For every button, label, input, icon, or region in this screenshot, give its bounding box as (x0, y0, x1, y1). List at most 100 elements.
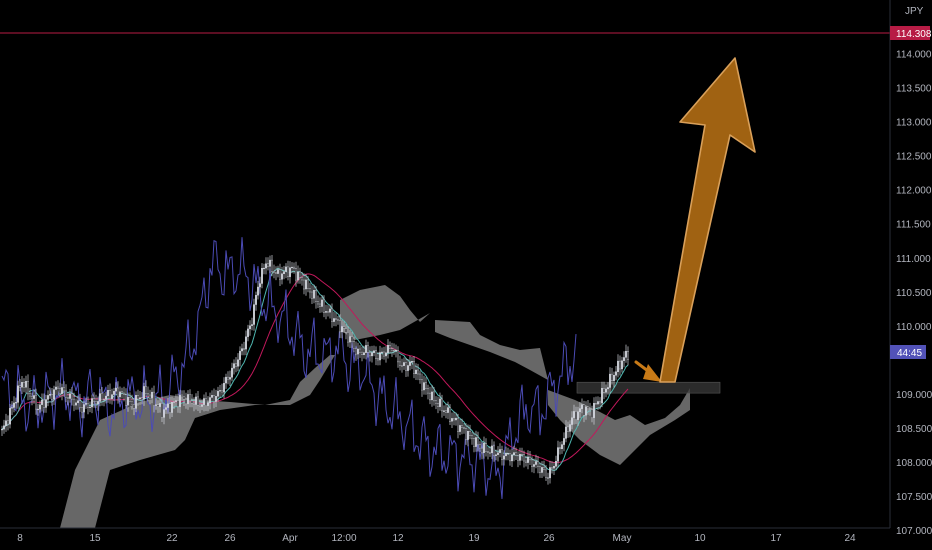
candle (489, 446, 491, 457)
candle (177, 393, 179, 413)
candle (217, 386, 219, 402)
candle (333, 311, 335, 327)
candle (161, 396, 163, 422)
candle (65, 384, 67, 403)
candle (553, 462, 555, 475)
candle (195, 393, 197, 410)
time-tick-label: Apr (282, 533, 298, 544)
price-tick-label: 110.000 (896, 322, 932, 333)
time-tick-label: 10 (694, 533, 706, 544)
candle (525, 455, 527, 467)
candle (495, 449, 497, 461)
candle (571, 411, 573, 430)
candle (609, 367, 611, 394)
candle (377, 351, 379, 366)
candle (33, 389, 35, 404)
candle (141, 392, 143, 405)
candle (289, 261, 291, 284)
candle (115, 382, 117, 395)
candle (433, 387, 435, 406)
candle (335, 312, 337, 327)
candle (317, 295, 319, 308)
chikou-line (1, 237, 577, 499)
candle (509, 449, 511, 466)
candle (591, 405, 593, 423)
big-arrow[interactable] (659, 57, 756, 383)
candle (497, 446, 499, 462)
candle (207, 396, 209, 412)
candle (37, 403, 39, 416)
candle (551, 461, 553, 474)
candle (97, 396, 99, 411)
candle (109, 383, 111, 404)
candle (101, 387, 103, 406)
candle (127, 392, 129, 412)
candle (513, 445, 515, 462)
candle (469, 424, 471, 440)
candle (241, 343, 243, 356)
candle (499, 443, 501, 458)
candle (275, 266, 277, 281)
candle (547, 472, 549, 485)
candle (139, 391, 141, 405)
candle (9, 404, 11, 429)
time-axis[interactable]: 8 15 22 26 Apr 12:00 12 19 26 May 10 17 24 (17, 533, 856, 544)
candle (103, 393, 105, 407)
candle (299, 267, 301, 284)
candle (511, 448, 513, 467)
candle (135, 391, 137, 413)
candle (181, 390, 183, 401)
candle (437, 396, 439, 414)
candle (269, 255, 271, 274)
price-axis[interactable]: 114.000 113.500 113.000 112.500 112.000 111.5… (896, 50, 932, 538)
candle (409, 355, 411, 371)
candle (239, 346, 241, 367)
price-tick-label: 107.500 (896, 492, 932, 503)
candle (483, 436, 485, 459)
candle (383, 346, 385, 360)
candle (611, 367, 613, 385)
candle (517, 451, 519, 468)
candle (245, 330, 247, 356)
candle (287, 260, 289, 281)
support-zone-box[interactable] (576, 381, 721, 394)
candle (257, 280, 259, 300)
candle (131, 394, 133, 410)
candle (345, 324, 347, 340)
candle (373, 345, 375, 357)
small-arrow[interactable] (634, 360, 662, 382)
candle (515, 447, 517, 460)
time-tick-label: 26 (224, 533, 236, 544)
candle (95, 394, 97, 409)
candle (375, 346, 377, 366)
candle (215, 389, 217, 407)
candle (363, 345, 365, 359)
candle (605, 384, 607, 398)
candle (143, 382, 145, 406)
candle (225, 373, 227, 389)
candle (585, 401, 587, 420)
candle (569, 420, 571, 438)
time-tick-label: May (613, 533, 632, 544)
candle (365, 339, 367, 360)
candle (323, 295, 325, 318)
candle (367, 341, 369, 358)
candle (73, 392, 75, 412)
cloud-segment (435, 320, 548, 380)
candle (71, 387, 73, 406)
candle (619, 355, 621, 376)
candle (519, 447, 521, 466)
time-tick-label: 8 (17, 533, 23, 544)
candle (559, 441, 561, 455)
candle (63, 381, 65, 397)
candle (623, 351, 625, 368)
candle (601, 381, 603, 408)
candle (171, 396, 173, 417)
price-tick-label: 108.000 (896, 458, 932, 469)
time-tick-label: 17 (770, 533, 782, 544)
candle (87, 396, 89, 415)
candle (487, 447, 489, 460)
candle (371, 345, 373, 363)
candle (173, 397, 175, 409)
